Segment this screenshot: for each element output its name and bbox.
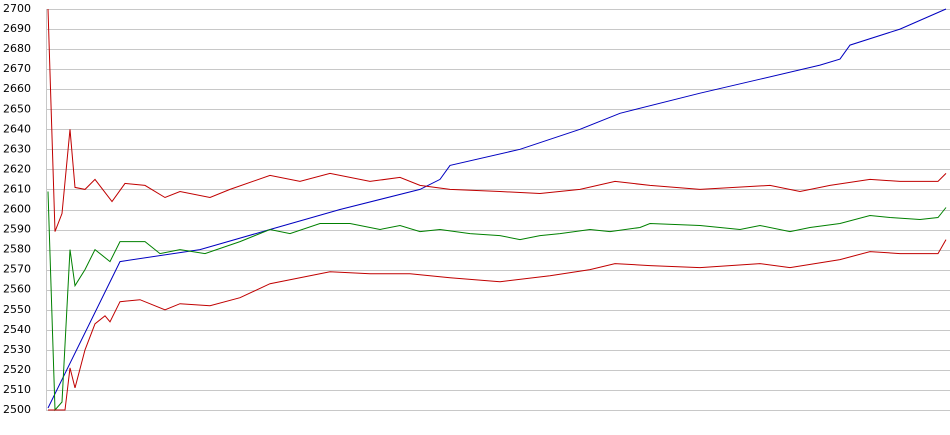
series-line	[47, 191, 947, 412]
y-tick-label: 2580	[3, 243, 31, 256]
y-tick-label: 2610	[3, 182, 31, 195]
y-tick-label: 2660	[3, 82, 31, 95]
series-line	[47, 8, 947, 409]
y-tick-label: 2500	[3, 403, 31, 416]
y-tick-label: 2520	[3, 363, 31, 376]
y-tick-label: 2640	[3, 122, 31, 135]
y-tick-label: 2590	[3, 223, 31, 236]
y-tick-label: 2550	[3, 303, 31, 316]
series-line	[47, 8, 947, 232]
y-tick-label: 2560	[3, 283, 31, 296]
y-tick-label: 2540	[3, 323, 31, 336]
y-tick-label: 2570	[3, 263, 31, 276]
y-tick-label: 2650	[3, 102, 31, 115]
y-tick-label: 2630	[3, 142, 31, 155]
y-tick-label: 2530	[3, 343, 31, 356]
series-line	[48, 239, 947, 411]
y-tick-label: 2620	[3, 162, 31, 175]
y-tick-label: 2510	[3, 383, 31, 396]
y-tick-label: 2700	[3, 2, 31, 15]
y-tick-label: 2680	[3, 42, 31, 55]
y-tick-label: 2690	[3, 22, 31, 35]
y-tick-label: 2600	[3, 203, 31, 216]
y-tick-label: 2670	[3, 62, 31, 75]
